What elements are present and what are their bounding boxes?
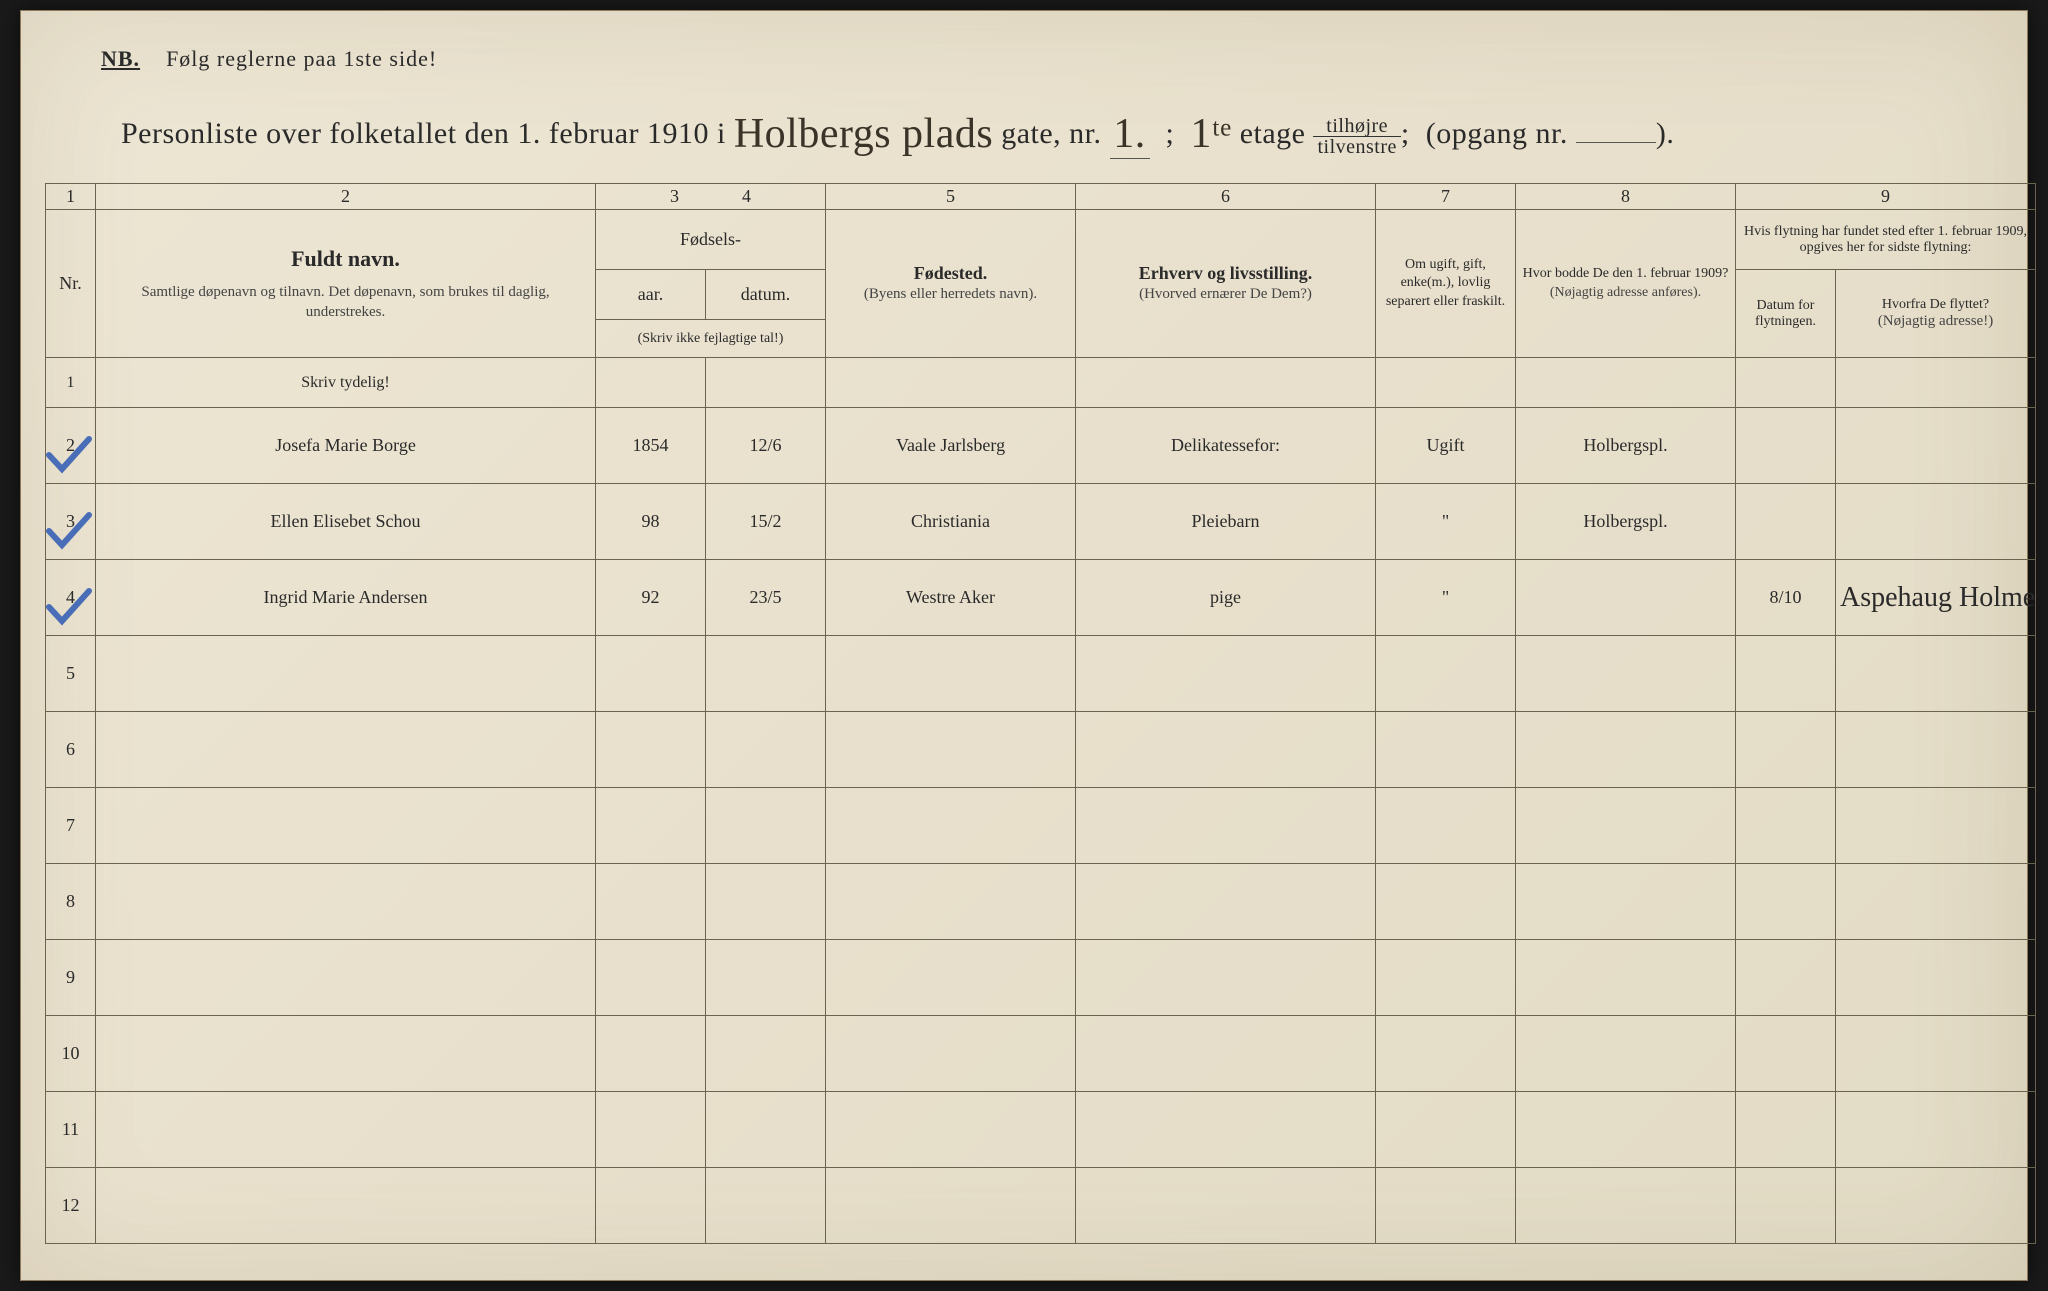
cell-prev-addr: Holbergspl. [1516,484,1736,560]
hdr-move-date: Datum for flytningen. [1736,270,1836,358]
table-row-empty: 9 [46,940,2036,1016]
hdr-birth-year: aar. [596,270,706,320]
form-title: Personliste over folketallet den 1. febr… [121,106,2001,157]
opgang-label: (opgang nr. [1426,117,1568,150]
cell-year: 1854 [596,408,706,484]
census-table: 1 2 3 4 5 6 7 8 9 Nr. Fuldt navn. Samtli… [45,183,2036,1244]
gate-nr: 1. [1110,110,1150,159]
cell-occupation: Pleiebarn [1076,484,1376,560]
row-nr: 3 [46,484,96,560]
hdr-occupation: Erhverv og livsstilling. (Hvorved ernære… [1076,210,1376,358]
cell-date: 15/2 [706,484,826,560]
cell-move-from [1836,408,2036,484]
hdr-move-from: Hvorfra De flyttet? (Nøjagtig adresse!) [1836,270,2036,358]
cell-prev-addr [1516,560,1736,636]
header-row-1: Nr. Fuldt navn. Samtlige døpenavn og til… [46,210,2036,270]
hdr-name: Fuldt navn. Samtlige døpenavn og tilnavn… [96,210,596,358]
hdr-birth-group: Fødsels- [596,210,826,270]
check-mark-icon [44,511,94,551]
colnum-9: 9 [1736,184,2036,210]
semi1: ; [1166,117,1175,150]
side-bot: tilvenstre [1313,137,1400,157]
cell-move-date [1736,408,1836,484]
nb-label: NB. [101,46,140,71]
cell-name: Ellen Elisebet Schou [96,484,596,560]
row-nr: 9 [46,940,96,1016]
cell-move-from [1836,484,2036,560]
nb-instruction: NB. Følg reglerne paa 1ste side! [101,46,437,72]
cell-occupation: Delikatessefor: [1076,408,1376,484]
table-row: 3 Ellen Elisebet Schou 98 15/2 Christian… [46,484,2036,560]
row1-nr: 1 [46,358,96,408]
row-nr: 6 [46,712,96,788]
row-nr: 2 [46,408,96,484]
colnum-34: 3 4 [596,184,826,210]
title-prefix: Personliste over folketallet den 1. febr… [121,117,726,150]
write-clearly: Skriv tydelig! [96,358,596,408]
table-row-empty: 7 [46,788,2036,864]
table-row: 2 Josefa Marie Borge 1854 12/6 Vaale Jar… [46,408,2036,484]
row-nr: 8 [46,864,96,940]
colnum-7: 7 [1376,184,1516,210]
instruction-row: 1 Skriv tydelig! [46,358,2036,408]
hdr-nr: Nr. [46,210,96,358]
cell-date: 12/6 [706,408,826,484]
cell-occupation: pige [1076,560,1376,636]
row-nr: 7 [46,788,96,864]
side-top: tilhøjre [1313,116,1400,137]
hdr-birth-note: (Skriv ikke fejlagtige tal!) [596,320,826,358]
cell-move-date: 8/10 [1736,560,1836,636]
hdr-prev-addr: Hvor bodde De den 1. februar 1909? (Nøja… [1516,210,1736,358]
cell-name: Josefa Marie Borge [96,408,596,484]
census-form-page: NB. Følg reglerne paa 1ste side! Personl… [20,10,2028,1281]
table-row-empty: 11 [46,1092,2036,1168]
check-mark-icon [44,587,94,627]
hdr-marital: Om ugift, gift, enke(m.), lovlig separer… [1376,210,1516,358]
row-nr: 12 [46,1168,96,1244]
check-mark-icon [44,435,94,475]
colnum-5: 5 [826,184,1076,210]
gate-label: gate, nr. [1001,117,1101,150]
nb-text: Følg reglerne paa 1ste side! [166,46,437,71]
row-nr: 4 [46,560,96,636]
cell-move-from: Aspehaug Holmen [1836,560,2036,636]
table-body: 1 Skriv tydelig! 2 Josefa Marie Borge 18… [46,358,2036,1244]
cell-year: 98 [596,484,706,560]
semi2: ; [1401,117,1410,150]
colnum-6: 6 [1076,184,1376,210]
table-row-empty: 8 [46,864,2036,940]
cell-marital: " [1376,560,1516,636]
colnum-8: 8 [1516,184,1736,210]
street-handwritten: Holbergs plads [734,110,993,158]
hdr-birth-date: datum. [706,270,826,320]
table-row-empty: 6 [46,712,2036,788]
table-row-empty: 12 [46,1168,2036,1244]
cell-marital: " [1376,484,1516,560]
table-row: 4 Ingrid Marie Andersen 92 23/5 Westre A… [46,560,2036,636]
row-nr: 5 [46,636,96,712]
colnum-2: 2 [96,184,596,210]
side-fraction: tilhøjre tilvenstre [1313,116,1400,157]
cell-move-date [1736,484,1836,560]
cell-year: 92 [596,560,706,636]
table-row-empty: 10 [46,1016,2036,1092]
row-nr: 11 [46,1092,96,1168]
cell-birthplace: Vaale Jarlsberg [826,408,1076,484]
close-paren: ). [1656,117,1675,150]
column-number-row: 1 2 3 4 5 6 7 8 9 [46,184,2036,210]
etage-label: etage [1240,117,1306,150]
cell-date: 23/5 [706,560,826,636]
hdr-move-group: Hvis flytning har fundet sted efter 1. f… [1736,210,2036,270]
cell-prev-addr: Holbergspl. [1516,408,1736,484]
cell-birthplace: Christiania [826,484,1076,560]
opgang-nr [1576,142,1656,143]
colnum-1: 1 [46,184,96,210]
hdr-birthplace: Fødested. (Byens eller herredets navn). [826,210,1076,358]
cell-birthplace: Westre Aker [826,560,1076,636]
cell-name: Ingrid Marie Andersen [96,560,596,636]
row-nr: 10 [46,1016,96,1092]
etage-hand: 1ᵗᵉ [1190,110,1231,158]
cell-marital: Ugift [1376,408,1516,484]
table-row-empty: 5 [46,636,2036,712]
